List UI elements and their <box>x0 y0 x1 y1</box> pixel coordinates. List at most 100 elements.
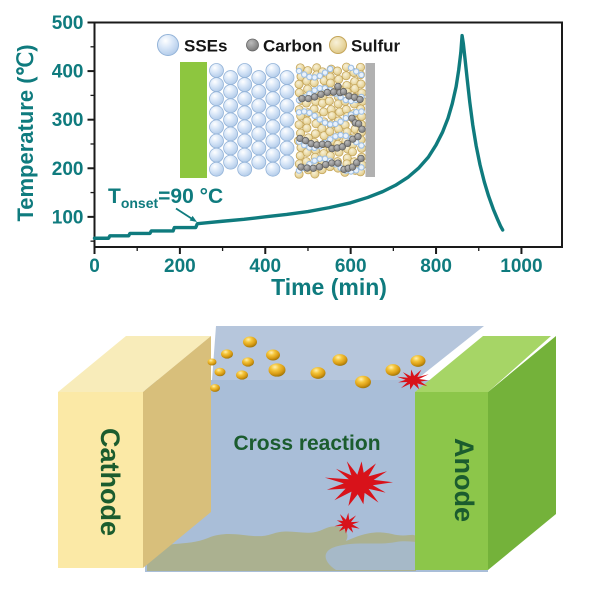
cathode-front-face <box>58 392 143 568</box>
inset-sse-sphere <box>223 112 239 128</box>
inset-sse-sphere <box>265 161 281 177</box>
inset-carbon-particle <box>343 139 352 148</box>
inset-green-electrode-bar <box>180 62 207 178</box>
x-tick-label: 1000 <box>500 256 542 277</box>
inset-sse-sphere <box>209 77 224 92</box>
inset-sse-sphere <box>251 70 267 85</box>
inset-sse-chain-particle <box>342 114 350 122</box>
anode-front-face <box>415 392 488 570</box>
inset-sse-sphere <box>251 112 267 128</box>
diagram-generated-graphics <box>58 326 556 572</box>
inset-carbon-particle <box>297 163 305 171</box>
inset-sse-chain-particle <box>316 155 324 163</box>
explosion-starburst <box>397 369 429 390</box>
y-tick-label: 100 <box>52 207 84 228</box>
y-tick-label: 400 <box>52 62 84 83</box>
sulfur-legend-icon <box>329 36 347 54</box>
sulfur-droplet <box>236 370 248 380</box>
sse-legend-label: SSEs <box>184 37 227 56</box>
inset-sse-sphere <box>237 91 253 107</box>
y-tick-label: 500 <box>52 13 84 34</box>
sulfur-droplet <box>410 355 426 367</box>
inset-sse-sphere <box>279 140 295 156</box>
onset-annotation: Tonset=90 °C <box>108 185 223 211</box>
inset-sulfur-particle <box>319 107 329 117</box>
inset-sse-chain-particle <box>306 73 313 81</box>
inset-sse-chain-particle <box>326 121 334 128</box>
sulfur-droplet <box>385 364 401 376</box>
inset-carbon-particle <box>298 94 306 103</box>
x-tick-label: 0 <box>89 256 100 277</box>
inset-sse-chain-particle <box>316 85 324 92</box>
sulfur-droplet <box>266 349 280 361</box>
inset-sse-chain-particle <box>316 72 324 80</box>
inset-carbon-particle <box>357 154 365 163</box>
inset-sse-sphere <box>251 140 267 156</box>
inset-sse-sphere <box>237 161 253 177</box>
inset-sse-chain-particle <box>311 112 318 120</box>
inset-carbon-particle <box>328 159 336 167</box>
x-tick-label: 600 <box>335 256 367 277</box>
y-tick-label: 200 <box>52 159 84 180</box>
cathode-side-face <box>143 336 211 568</box>
explosion-starburst <box>334 512 360 534</box>
inset-sse-sphere <box>237 105 253 121</box>
inset-carbon-particle <box>322 160 330 169</box>
inset-carbon-particle <box>334 82 342 91</box>
inset-sse-sphere <box>223 98 239 114</box>
battery-diagram: Cathode Anode Cross reaction <box>58 326 556 572</box>
inset-sse-sphere <box>209 63 224 78</box>
inset-carbon-particle <box>356 95 364 104</box>
inset-sse-sphere <box>279 98 295 114</box>
temperature-curve <box>92 33 505 240</box>
inset-sse-sphere <box>237 119 253 135</box>
inset-sse-sphere <box>251 98 267 114</box>
sulfur-droplet <box>242 357 254 367</box>
carbon-legend-icon <box>246 38 259 52</box>
anode-top-face <box>415 336 551 392</box>
inset-sse-chain-particle <box>342 132 350 140</box>
inset-sse-chain-particle <box>295 109 303 116</box>
carbon-legend-label: Carbon <box>263 37 323 56</box>
inset-sse-sphere <box>237 133 253 149</box>
inset-sulfur-particle <box>294 79 304 89</box>
inset-sse-sphere <box>265 133 281 149</box>
inset-carbon-particle <box>355 120 363 128</box>
inset-sulfur-particle <box>334 74 344 84</box>
inset-sulfur-particle <box>347 147 357 157</box>
inset-sse-sphere <box>265 77 281 92</box>
inset-legend: SSEs Carbon Sulfur <box>157 34 400 56</box>
inset-sulfur-particle <box>302 123 312 133</box>
onset-arrow-head <box>189 215 197 222</box>
cathode-label: Cathode <box>95 428 125 536</box>
inset-sse-sphere <box>223 140 239 156</box>
inset-sulfur-particle <box>356 79 366 89</box>
sulfur-droplet <box>214 367 226 377</box>
inset-sse-chain-particle <box>332 133 339 140</box>
inset-sse-sphere <box>223 70 239 85</box>
axis-frame <box>93 21 563 248</box>
inset-sse-chain-particle <box>300 71 308 78</box>
inset-sse-sphere <box>237 147 253 163</box>
onset-annotation-prefix: T <box>108 185 121 208</box>
sse-legend-icon <box>157 34 179 56</box>
inset-sulfur-particle <box>324 96 334 106</box>
inset-sse-sphere <box>237 77 253 92</box>
inset-sse-sphere <box>265 63 281 78</box>
inset-cell-schematic <box>180 62 375 179</box>
inset-sse-sphere <box>209 147 224 163</box>
inset-sse-sphere <box>279 70 295 85</box>
inset-sse-chain-particle <box>311 87 318 94</box>
inset-sulfur-particle <box>327 111 337 121</box>
y-tick-label: 300 <box>52 110 84 131</box>
inset-sulfur-particle <box>325 126 335 136</box>
inset-sse-sphere <box>265 105 281 121</box>
inset-sse-chain-particle <box>295 67 303 75</box>
inset-sulfur-particle <box>350 84 360 94</box>
inset-carbon-particle <box>311 93 319 101</box>
inset-sse-chain-particle <box>321 155 329 163</box>
y-axis-title: Temperature (℃) <box>13 44 38 221</box>
inset-carbon-particle <box>348 163 357 171</box>
inset-sse-chain-particle <box>352 108 360 116</box>
